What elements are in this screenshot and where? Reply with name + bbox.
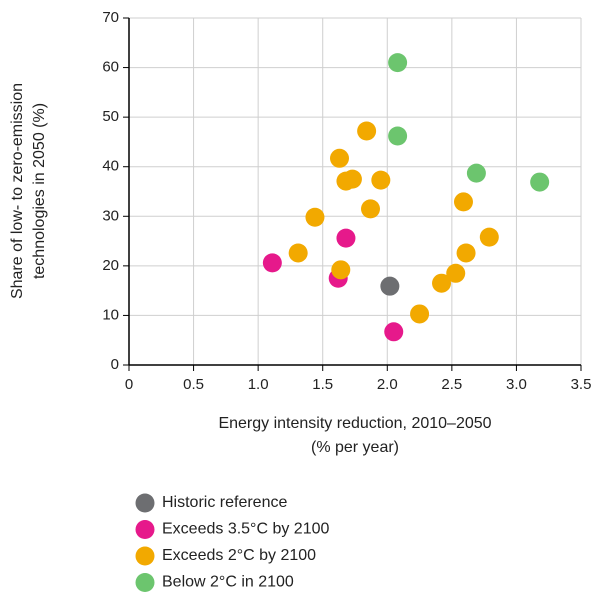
point xyxy=(330,148,350,168)
point xyxy=(331,260,351,280)
point xyxy=(336,228,356,248)
point xyxy=(388,126,408,146)
point xyxy=(371,170,391,190)
point xyxy=(342,169,362,189)
y-tick-label: 10 xyxy=(102,306,119,323)
x-tick-label: 1.0 xyxy=(248,376,269,393)
point xyxy=(456,243,476,263)
x-tick-label: 1.5 xyxy=(312,376,333,393)
legend-label: Below 2°C in 2100 xyxy=(162,574,294,591)
y-tick-label: 40 xyxy=(102,158,119,175)
point xyxy=(388,53,408,73)
point xyxy=(305,207,325,227)
legend-marker xyxy=(135,546,155,566)
y-tick-label: 50 xyxy=(102,108,119,125)
y-tick-label: 20 xyxy=(102,257,119,274)
x-tick-label: 3.5 xyxy=(571,376,592,393)
point xyxy=(262,253,282,273)
x-axis-title: (% per year) xyxy=(311,439,399,456)
x-tick-label: 2.5 xyxy=(441,376,462,393)
y-tick-label: 70 xyxy=(102,9,119,26)
point xyxy=(432,273,452,293)
point xyxy=(380,276,400,296)
point xyxy=(288,243,308,263)
point xyxy=(453,192,473,212)
legend-marker xyxy=(135,520,155,539)
x-axis-title: Energy intensity reduction, 2010–2050 xyxy=(218,415,491,432)
point xyxy=(360,199,380,219)
y-axis-title: technologies in 2050 (%) xyxy=(31,103,48,279)
y-tick-label: 0 xyxy=(111,356,119,373)
point xyxy=(530,172,550,192)
y-tick-label: 60 xyxy=(102,59,119,76)
point xyxy=(357,121,377,141)
point xyxy=(479,227,499,247)
legend-label: Exceeds 3.5°C by 2100 xyxy=(162,521,329,538)
legend-label: Historic reference xyxy=(162,494,287,511)
point xyxy=(410,304,430,324)
x-tick-label: 0 xyxy=(125,376,133,393)
point xyxy=(466,163,486,183)
legend-marker xyxy=(135,493,155,513)
y-axis-title: Share of low- to zero-emission xyxy=(9,83,26,299)
point xyxy=(384,322,404,342)
x-tick-label: 2.0 xyxy=(377,376,398,393)
x-tick-label: 0.5 xyxy=(183,376,204,393)
x-tick-label: 3.0 xyxy=(506,376,527,393)
y-tick-label: 30 xyxy=(102,207,119,224)
legend-label: Exceeds 2°C by 2100 xyxy=(162,547,316,564)
point xyxy=(446,263,466,283)
legend-marker xyxy=(135,573,155,592)
